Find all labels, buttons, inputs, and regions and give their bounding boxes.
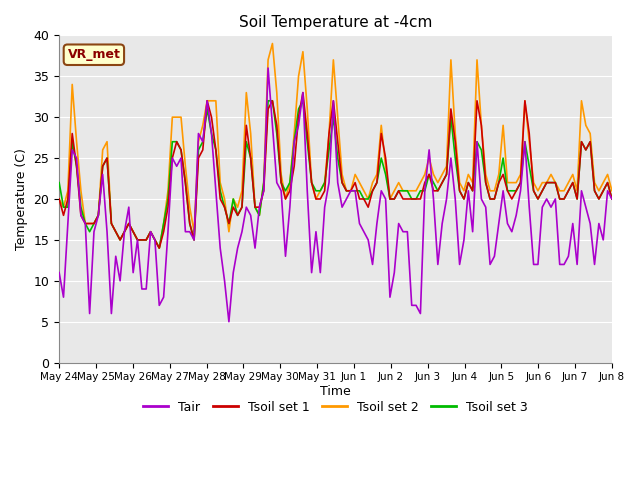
Text: VR_met: VR_met <box>67 48 120 61</box>
Y-axis label: Temperature (C): Temperature (C) <box>15 148 28 250</box>
Legend: Tair, Tsoil set 1, Tsoil set 2, Tsoil set 3: Tair, Tsoil set 1, Tsoil set 2, Tsoil se… <box>138 396 533 419</box>
X-axis label: Time: Time <box>320 385 351 398</box>
Title: Soil Temperature at -4cm: Soil Temperature at -4cm <box>239 15 432 30</box>
